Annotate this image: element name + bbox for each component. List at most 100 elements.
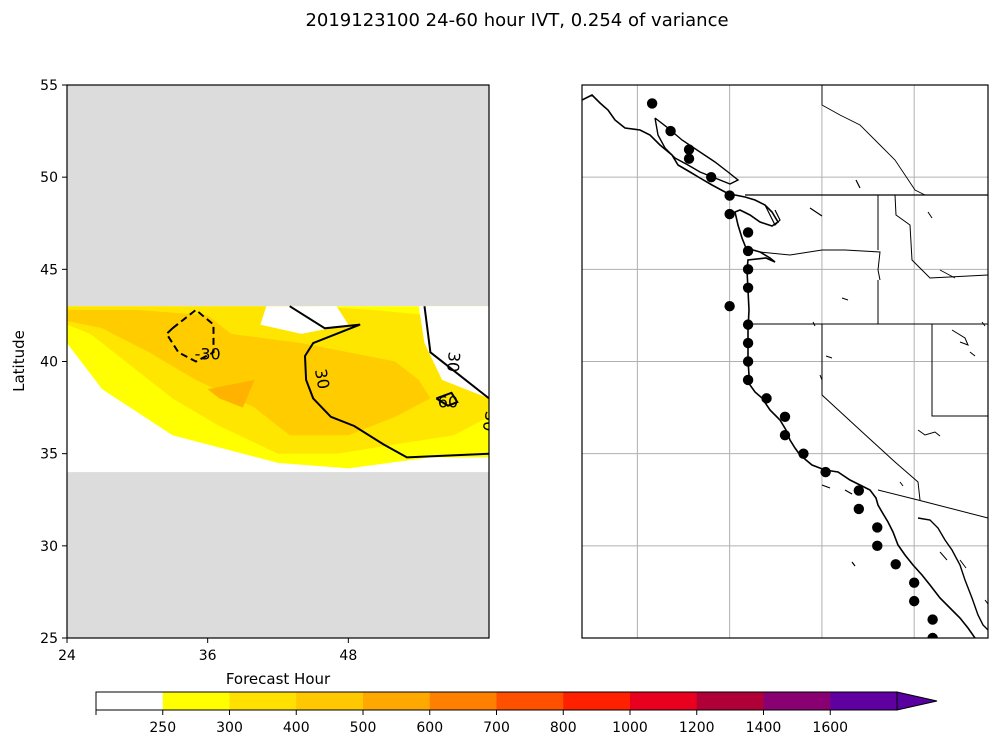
map-point — [908, 577, 920, 588]
channel-islands — [821, 484, 856, 567]
contour-label: 30 — [443, 351, 464, 373]
x-tick-label: 36 — [199, 648, 217, 664]
map-gridlines — [582, 85, 988, 638]
map-point — [683, 144, 695, 155]
map-point — [890, 559, 901, 570]
map-point — [927, 632, 938, 638]
map-point — [742, 245, 754, 257]
map-point — [872, 522, 883, 533]
baja-gulf-coast — [917, 517, 988, 631]
ca-or-nv-border — [748, 280, 988, 325]
puget-sound — [764, 179, 861, 227]
map-point — [646, 98, 658, 109]
lakes — [812, 211, 986, 487]
colorbar-bin — [830, 692, 898, 710]
map-point — [724, 301, 735, 312]
map-panel-frame — [581, 84, 989, 639]
map-point — [779, 430, 791, 441]
colorbar-bin — [296, 692, 364, 710]
contour-label: 30 — [479, 410, 501, 433]
map-point — [742, 282, 754, 293]
us-mexico-border — [877, 489, 988, 519]
colorbar-bin — [96, 692, 164, 710]
colorbar: 250 300 400 500 600 700 800 1000 1200 1400 1600 — [95, 691, 938, 736]
y-axis-label: Latitude — [10, 330, 28, 392]
canada-province-border — [821, 85, 956, 279]
map-point — [724, 190, 735, 201]
colorbar-tick-label: 1600 — [812, 720, 848, 736]
ivt-region-400 — [67, 309, 431, 436]
map-point — [798, 448, 809, 459]
y-tick-label: 40 — [40, 355, 58, 371]
colorbar-tick-label: 1400 — [746, 720, 782, 736]
map-point — [742, 337, 754, 349]
map-panel — [581, 84, 989, 639]
nv-ut-border — [931, 324, 988, 417]
contour-label: -30 — [195, 345, 221, 364]
colorbar-tick-label: 700 — [483, 720, 510, 736]
contour-label: 30 — [311, 367, 333, 390]
colorbar-bin — [696, 692, 764, 710]
colorbar-extend-arrow — [896, 691, 938, 711]
colorbar-tick-label: 500 — [350, 720, 377, 736]
contour-line — [423, 306, 489, 400]
coastline — [582, 94, 976, 638]
low-ivt-gap — [260, 306, 349, 334]
contour-line — [165, 308, 215, 363]
map-point — [742, 227, 754, 238]
y-tick-label: 25 — [40, 631, 58, 647]
colorbar-bin — [429, 692, 497, 710]
contour-line — [289, 305, 489, 459]
map-point — [742, 356, 754, 367]
colorbar-tick-label: 800 — [550, 720, 577, 736]
y-tick-label: 30 — [40, 539, 58, 555]
contour-plot-area: -30 30 30 60 30 — [67, 85, 501, 638]
colorbar-bin — [630, 692, 698, 710]
map-point — [724, 208, 735, 220]
figure-title: 2019123100 24-60 hour IVT, 0.254 of vari… — [305, 10, 728, 31]
map-point — [705, 171, 717, 183]
map-point — [853, 485, 865, 496]
map-point — [742, 264, 754, 275]
map-point — [742, 374, 754, 386]
y-tick-label: 55 — [40, 78, 58, 94]
map-point — [853, 503, 865, 515]
map-point — [665, 125, 676, 137]
vancouver-island — [654, 117, 740, 185]
ivt-region-500 — [207, 379, 255, 408]
colorbar-tick-label: 1000 — [612, 720, 648, 736]
map-point — [927, 614, 938, 625]
map-point — [683, 153, 695, 164]
y-tick-label: 50 — [40, 170, 58, 186]
map-point — [820, 466, 831, 478]
colorbar-bin — [162, 692, 230, 710]
low-ivt-gap — [418, 306, 489, 399]
map-point — [908, 595, 920, 607]
wa-or-border — [759, 249, 881, 281]
y-tick-label: 35 — [40, 447, 58, 463]
map-point — [761, 393, 772, 404]
colorbar-bin — [763, 692, 831, 710]
colorbar-tick-label: 250 — [149, 720, 176, 736]
x-tick-label: 48 — [339, 648, 357, 664]
x-tick-label: 24 — [58, 648, 76, 664]
colorbar-tick-label: 1200 — [679, 720, 715, 736]
colorbar-bin — [363, 692, 431, 710]
map-point — [779, 411, 791, 422]
forecast-panel-axes: 24 36 48 25 30 35 40 45 50 55 — [40, 78, 357, 664]
colorbar-tick-label: 300 — [216, 720, 243, 736]
colorbar-bin — [496, 692, 564, 710]
colorbar-bin — [563, 692, 631, 710]
colorbar-bin — [229, 692, 297, 710]
colorbar-tick-label: 600 — [416, 720, 443, 736]
idaho-border — [877, 194, 988, 279]
contour-label: 60 — [438, 393, 458, 412]
forecast-panel: -30 30 30 60 30 24 36 48 25 30 35 40 45 50 55 Forecas… — [10, 78, 501, 688]
map-point — [872, 540, 883, 552]
map-point — [742, 319, 754, 330]
ca-nv-border — [821, 324, 921, 501]
map-points — [646, 98, 938, 638]
x-axis-label: Forecast Hour — [226, 670, 331, 688]
colorbar-tick-label: 400 — [283, 720, 310, 736]
